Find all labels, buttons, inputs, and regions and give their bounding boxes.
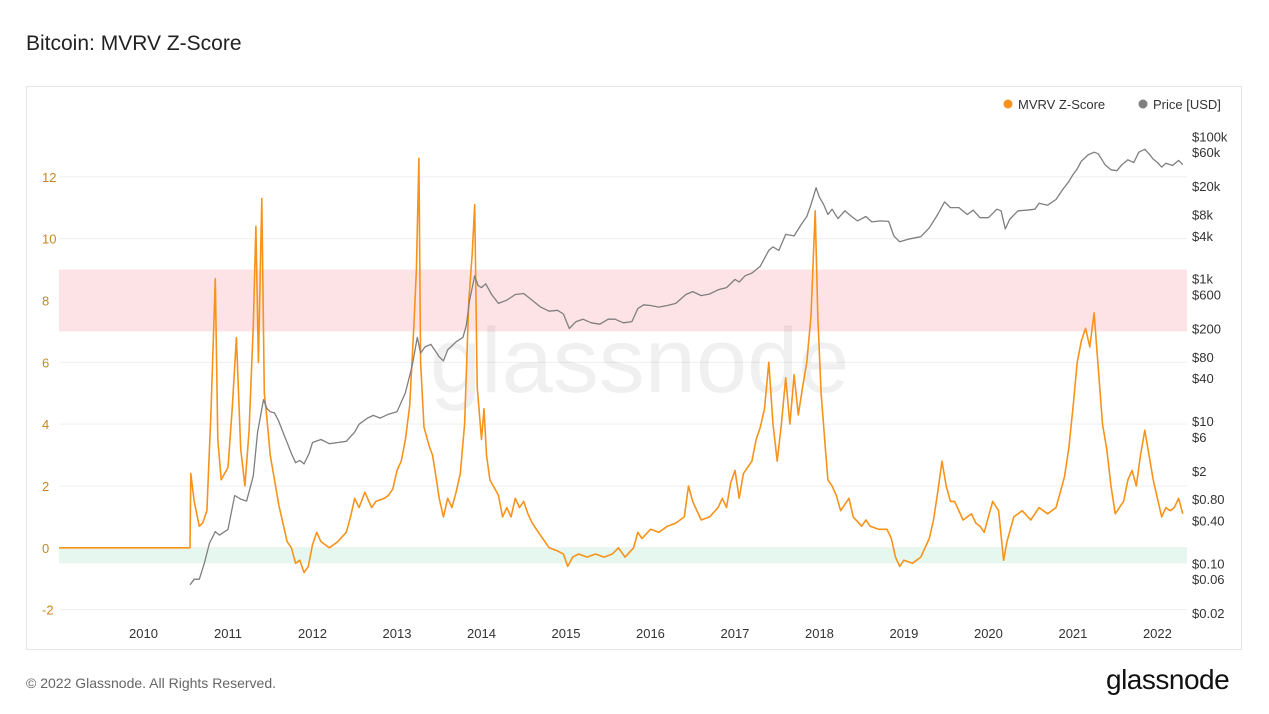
x-tick-label: 2012	[298, 626, 327, 641]
x-tick-label: 2015	[552, 626, 581, 641]
x-ticks: 2010 2011 2012 2013 2014 2015 2016 2017 2018 2019…	[129, 626, 1172, 641]
x-tick-label: 2016	[636, 626, 665, 641]
y-right-tick-label: $0.80	[1192, 492, 1225, 507]
y-right-tick-label: $100k	[1192, 129, 1228, 144]
y-right-tick-label: $60k	[1192, 145, 1221, 160]
y-right-tick-label: $80	[1192, 350, 1214, 365]
y-left-tick-label: 10	[42, 232, 56, 247]
x-tick-label: 2020	[974, 626, 1003, 641]
y-right-tick-label: $600	[1192, 288, 1221, 303]
y-right-tick-label: $200	[1192, 321, 1221, 336]
y-left-tick-label: 12	[42, 170, 56, 185]
legend-label: Price [USD]	[1153, 97, 1221, 112]
x-tick-label: 2014	[467, 626, 496, 641]
legend-marker	[1003, 99, 1013, 109]
y-right-tick-label: $0.06	[1192, 572, 1225, 587]
threshold-bands	[59, 269, 1187, 564]
y-left-tick-label: 8	[42, 293, 49, 308]
y-right-ticks: $0.02 $0.06$0.10 $0.40 $0.80 $2 $6$10 $40 $80 $2…	[1192, 129, 1228, 621]
page-title: Bitcoin: MVRV Z-Score	[26, 32, 242, 55]
y-left-tick-label: -2	[42, 603, 54, 618]
x-tick-label: 2018	[805, 626, 834, 641]
x-tick-label: 2011	[214, 626, 242, 641]
legend-label: MVRV Z-Score	[1018, 97, 1105, 112]
y-right-tick-label: $8k	[1192, 207, 1213, 222]
x-tick-label: 2019	[889, 626, 918, 641]
legend: MVRV Z-Score Price [USD]	[1003, 97, 1221, 112]
watermark-text: glassnode	[430, 310, 849, 412]
x-tick-label: 2022	[1143, 626, 1172, 641]
x-tick-label: 2021	[1058, 626, 1087, 641]
y-right-tick-label: $0.10	[1192, 556, 1225, 571]
y-right-tick-label: $1k	[1192, 272, 1213, 287]
zscore-series-line	[59, 157, 1184, 574]
glassnode-logo[interactable]: glassnode	[1106, 664, 1230, 695]
y-right-tick-label: $2	[1192, 464, 1206, 479]
overvalued-band	[59, 269, 1187, 332]
series-lines	[59, 148, 1184, 586]
y-left-tick-label: 6	[42, 355, 49, 370]
y-right-tick-label: $20k	[1192, 179, 1221, 194]
y-right-tick-label: $6	[1192, 430, 1206, 445]
y-right-tick-label: $0.40	[1192, 514, 1225, 529]
y-left-tick-label: 0	[42, 541, 49, 556]
y-left-ticks: -2 0 2 4 6 8 10 12	[42, 170, 56, 618]
x-tick-label: 2010	[129, 626, 158, 641]
price-series-line	[189, 148, 1184, 586]
y-left-tick-label: 4	[42, 417, 49, 432]
legend-marker	[1138, 99, 1148, 109]
x-tick-label: 2017	[720, 626, 749, 641]
copyright-text: © 2022 Glassnode. All Rights Reserved.	[26, 675, 277, 691]
y-right-tick-label: $40	[1192, 371, 1214, 386]
y-right-tick-label: $0.02	[1192, 606, 1225, 621]
y-left-tick-label: 2	[42, 479, 49, 494]
y-right-tick-label: $4k	[1192, 229, 1213, 244]
y-right-tick-label: $10	[1192, 414, 1214, 429]
x-tick-label: 2013	[383, 626, 412, 641]
